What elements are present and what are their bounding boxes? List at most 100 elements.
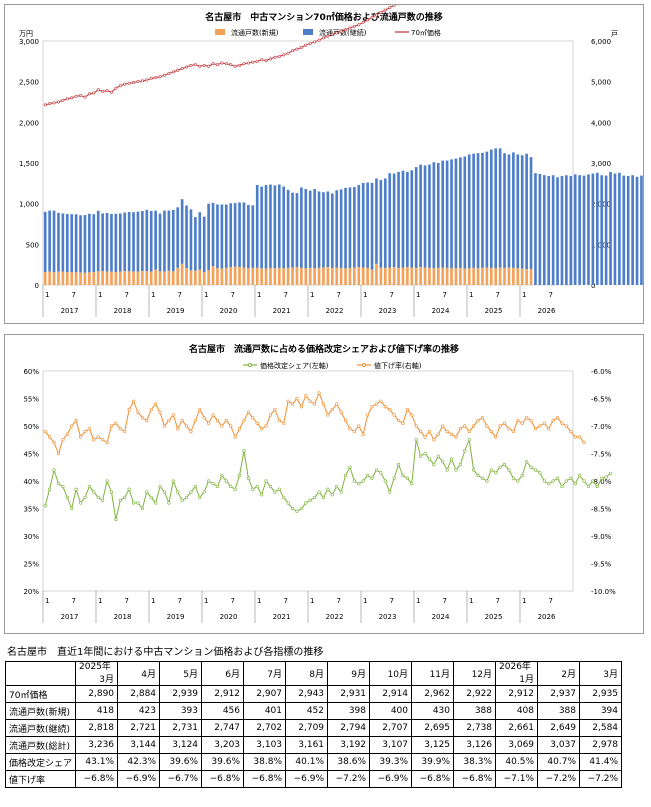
- table-cell: 388: [453, 702, 497, 720]
- bar-continued: [569, 176, 573, 285]
- price-point: [185, 65, 189, 69]
- table-column-header: 2026年 1月: [495, 661, 539, 686]
- bar-continued: [397, 171, 400, 268]
- bar-continued: [595, 172, 599, 285]
- table-cell: 2,695: [411, 719, 455, 737]
- legend-label: 価格改定シェア(左軸): [260, 361, 329, 370]
- share-point: [61, 484, 65, 489]
- table-cell: 2,939: [159, 685, 203, 703]
- y-right-tick-label: -9.5%: [591, 561, 612, 569]
- table-column-header: 8月: [285, 661, 329, 686]
- legend-swatch: [303, 29, 313, 35]
- share-point: [105, 479, 109, 483]
- share-point: [286, 501, 290, 505]
- y-right-tick-label: 6,000: [591, 38, 611, 46]
- cut-point: [463, 424, 467, 428]
- bar-new: [189, 270, 193, 285]
- share-point: [361, 479, 365, 483]
- x-month-tick-label: 7: [125, 291, 129, 299]
- bar-new: [194, 270, 197, 285]
- bar-continued: [578, 175, 581, 285]
- cut-point: [525, 416, 529, 420]
- cut-point: [352, 429, 356, 434]
- share-point: [392, 476, 396, 480]
- share-point: [295, 509, 299, 513]
- cut-point: [582, 440, 586, 445]
- price-point: [149, 76, 153, 80]
- bar-new: [295, 267, 299, 285]
- month-label: 8月: [309, 670, 325, 680]
- year-label: 2025年: [79, 662, 111, 672]
- bar-continued: [542, 175, 546, 285]
- price-point: [211, 62, 215, 66]
- cut-point: [215, 418, 220, 423]
- price-point: [299, 46, 303, 50]
- cut-point: [542, 421, 546, 425]
- share-point: [405, 476, 409, 480]
- bar-continued: [154, 210, 157, 270]
- share-point: [529, 465, 533, 469]
- bar-continued: [224, 204, 228, 268]
- x-month-tick-label: 7: [443, 291, 447, 299]
- table-cell: 2,731: [159, 719, 203, 737]
- row-label: 70㎡価格: [4, 685, 77, 703]
- table-cell: 38.3%: [453, 753, 497, 771]
- price-point: [321, 36, 325, 40]
- price-point: [127, 81, 131, 85]
- bar-new: [375, 263, 378, 285]
- revision-share-svg: 名古屋市 流通戸数に占める価格改定シェアおよび値下げ率の推移価格改定シェア(左軸…: [23, 343, 616, 623]
- row-label: 値下げ率: [4, 770, 77, 788]
- cut-point: [569, 429, 573, 434]
- share-point: [224, 479, 228, 483]
- cut-point: [388, 407, 392, 412]
- price-point: [357, 23, 361, 27]
- y-right-tick-label: -7.5%: [591, 451, 612, 459]
- cut-point: [114, 421, 118, 425]
- x-month-tick-label: 1: [522, 291, 526, 299]
- cut-point: [445, 429, 449, 434]
- plot-frame: [42, 40, 574, 286]
- share-point: [343, 473, 348, 478]
- month-label: 10月: [387, 670, 409, 680]
- chart-title: 名古屋市 中古マンション70㎡価格および流通戸数の推移: [205, 11, 443, 23]
- table-column-header: 9月: [327, 661, 371, 686]
- bar-new: [269, 267, 272, 285]
- bar-new: [79, 272, 82, 285]
- cut-point: [441, 424, 445, 428]
- table-cell: 3,103: [243, 736, 287, 754]
- legend-swatch: [215, 29, 225, 35]
- bar-new: [260, 268, 263, 285]
- share-point: [542, 479, 546, 483]
- price-point: [224, 62, 228, 66]
- cut-point: [419, 429, 423, 434]
- price-point: [374, 13, 378, 17]
- bar-new: [224, 267, 228, 285]
- bar-new: [335, 267, 339, 285]
- bar-continued: [587, 174, 590, 285]
- price-point: [229, 63, 233, 67]
- share-point: [176, 490, 180, 494]
- cut-point: [330, 407, 334, 412]
- price-point: [344, 28, 348, 32]
- bar-new: [171, 271, 175, 285]
- bar-continued: [61, 213, 65, 272]
- x-year-label: 2023: [379, 613, 397, 621]
- table-cell: −6.8%: [453, 770, 497, 788]
- table-cell: 40.7%: [537, 753, 581, 771]
- cut-point: [476, 418, 480, 423]
- bar-continued: [379, 180, 383, 268]
- x-month-tick-label: 1: [151, 597, 155, 605]
- share-point: [419, 454, 423, 458]
- bar-new: [300, 267, 303, 285]
- price-point: [118, 84, 122, 88]
- cut-point: [268, 413, 273, 417]
- table-header-row: 2025年 3月 4月 5月 6月 7月 8月 9月 10月 11月 12月 2026年 1月 2月 3月: [4, 661, 623, 686]
- bar-continued: [189, 209, 193, 271]
- bar-continued: [216, 204, 219, 269]
- x-month-tick-label: 1: [363, 597, 367, 605]
- cut-point: [321, 402, 326, 406]
- share-point: [476, 473, 480, 478]
- cut-point: [260, 427, 264, 431]
- share-point: [246, 476, 250, 480]
- x-year-label: 2021: [273, 307, 291, 315]
